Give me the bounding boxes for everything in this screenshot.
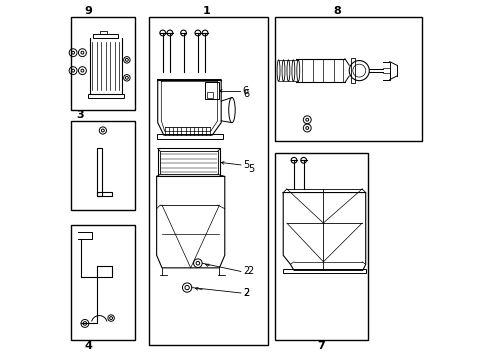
- Bar: [350, 58, 354, 83]
- Bar: [70, 121, 135, 211]
- Text: 2: 2: [243, 266, 249, 276]
- Bar: [160, 151, 217, 174]
- Text: 2: 2: [243, 288, 249, 298]
- Bar: [283, 269, 365, 273]
- Bar: [156, 134, 223, 139]
- Bar: [204, 82, 218, 99]
- Bar: [274, 153, 367, 339]
- Text: 5: 5: [243, 160, 249, 170]
- Bar: [158, 148, 220, 176]
- Text: 5: 5: [248, 164, 254, 174]
- Bar: [100, 31, 106, 34]
- Text: 4: 4: [84, 341, 92, 351]
- Text: 3: 3: [76, 111, 84, 121]
- Bar: [88, 94, 123, 98]
- Text: 6: 6: [243, 89, 249, 99]
- Text: 2: 2: [243, 288, 249, 298]
- Bar: [97, 192, 112, 196]
- Bar: [70, 17, 135, 110]
- Text: 8: 8: [333, 6, 341, 16]
- Bar: [206, 92, 213, 98]
- Bar: [149, 17, 267, 345]
- Bar: [274, 17, 421, 140]
- Text: 1: 1: [203, 6, 210, 16]
- Bar: [97, 148, 102, 196]
- Bar: [93, 34, 118, 39]
- Text: 9: 9: [84, 6, 92, 16]
- Text: 7: 7: [317, 341, 325, 351]
- Text: 6: 6: [242, 86, 248, 96]
- Bar: [70, 225, 135, 339]
- Text: 2: 2: [246, 266, 252, 276]
